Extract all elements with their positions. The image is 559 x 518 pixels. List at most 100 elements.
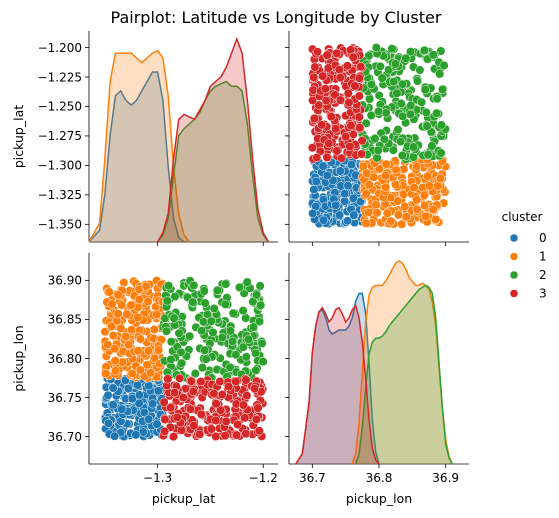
point-cluster-2 — [396, 136, 406, 147]
point-cluster-1 — [126, 300, 136, 310]
point-cluster-3 — [324, 138, 334, 149]
point-cluster-3 — [159, 397, 169, 407]
y-tick-label: −1.350 — [38, 218, 82, 232]
point-cluster-0 — [103, 390, 113, 400]
point-cluster-3 — [344, 97, 354, 108]
point-cluster-2 — [437, 84, 448, 94]
point-cluster-3 — [253, 403, 263, 413]
point-cluster-0 — [117, 404, 127, 414]
point-cluster-3 — [221, 416, 231, 426]
point-cluster-2 — [390, 59, 401, 69]
point-cluster-0 — [308, 208, 318, 218]
point-cluster-2 — [396, 98, 406, 109]
point-cluster-1 — [420, 200, 430, 211]
point-cluster-3 — [163, 374, 173, 384]
point-cluster-3 — [224, 382, 234, 392]
point-cluster-2 — [176, 347, 186, 357]
point-cluster-1 — [393, 210, 404, 220]
point-cluster-1 — [107, 299, 117, 309]
point-cluster-3 — [332, 48, 342, 58]
x-tick-label: 36.7 — [299, 471, 326, 485]
point-cluster-2 — [371, 43, 381, 53]
point-cluster-1 — [412, 195, 422, 205]
point-cluster-2 — [248, 322, 259, 332]
panel-pickup_lon-vs-pickup_lat: 36.70 36.75 36.80 36.85 36.90 −1.3 −1.2 — [48, 253, 278, 485]
point-cluster-2 — [258, 357, 268, 367]
point-cluster-2 — [174, 328, 184, 338]
point-cluster-1 — [116, 323, 126, 333]
point-cluster-2 — [199, 286, 209, 296]
point-cluster-1 — [113, 309, 123, 319]
point-cluster-2 — [197, 363, 207, 373]
point-cluster-2 — [251, 365, 261, 375]
point-cluster-2 — [257, 338, 267, 348]
point-cluster-2 — [372, 153, 382, 163]
chart-title: Pairplot: Latitude vs Longitude by Clust… — [111, 8, 442, 27]
point-cluster-3 — [322, 152, 332, 162]
point-cluster-1 — [361, 218, 371, 228]
point-cluster-3 — [186, 376, 196, 386]
point-cluster-2 — [436, 120, 446, 130]
point-cluster-3 — [160, 414, 170, 425]
point-cluster-0 — [311, 176, 321, 187]
point-cluster-0 — [334, 210, 345, 220]
point-cluster-2 — [176, 358, 187, 368]
y-tick-label: −1.325 — [38, 188, 82, 202]
point-cluster-0 — [340, 189, 350, 199]
point-cluster-0 — [153, 386, 163, 396]
kde-fill-cluster-0 — [295, 293, 379, 464]
point-cluster-3 — [209, 389, 219, 399]
point-cluster-1 — [145, 368, 156, 378]
point-cluster-1 — [381, 182, 391, 192]
y-tick-label: −1.250 — [38, 100, 82, 114]
point-cluster-2 — [408, 152, 418, 162]
point-cluster-2 — [373, 145, 383, 155]
kde-fill-cluster-0 — [89, 72, 184, 242]
point-cluster-3 — [211, 399, 221, 409]
point-cluster-3 — [354, 91, 364, 101]
point-cluster-3 — [309, 113, 319, 123]
point-cluster-2 — [188, 297, 198, 307]
point-cluster-0 — [319, 215, 329, 225]
legend-title: cluster — [502, 210, 543, 224]
point-cluster-1 — [133, 346, 143, 356]
point-cluster-1 — [149, 324, 159, 335]
point-cluster-2 — [379, 134, 389, 144]
point-cluster-1 — [154, 345, 164, 355]
point-cluster-3 — [308, 95, 318, 105]
kde-fill-cluster-3 — [157, 39, 269, 242]
point-cluster-1 — [369, 172, 379, 182]
point-cluster-2 — [392, 88, 402, 98]
point-cluster-3 — [189, 421, 199, 431]
point-cluster-3 — [355, 123, 365, 133]
point-cluster-3 — [357, 149, 367, 159]
point-cluster-3 — [350, 81, 360, 91]
point-cluster-1 — [362, 168, 372, 178]
point-cluster-0 — [152, 419, 162, 429]
point-cluster-2 — [398, 111, 408, 121]
point-cluster-2 — [405, 47, 416, 57]
panel-pickup_lat-vs-pickup_lon — [285, 31, 469, 246]
point-cluster-2 — [200, 345, 210, 355]
point-cluster-2 — [162, 296, 172, 306]
point-cluster-3 — [335, 95, 345, 105]
point-cluster-0 — [349, 210, 359, 220]
point-cluster-3 — [242, 391, 252, 401]
point-cluster-1 — [101, 369, 111, 379]
point-cluster-3 — [217, 389, 227, 400]
point-cluster-3 — [172, 412, 182, 422]
legend-marker-0 — [509, 233, 519, 243]
point-cluster-3 — [185, 404, 195, 414]
point-cluster-1 — [397, 219, 407, 229]
point-cluster-2 — [164, 281, 174, 291]
x-tick-label: 36.9 — [432, 471, 459, 485]
point-cluster-3 — [178, 393, 188, 403]
point-cluster-3 — [240, 413, 250, 423]
point-cluster-2 — [166, 354, 176, 364]
point-cluster-3 — [312, 152, 322, 163]
point-cluster-1 — [433, 181, 443, 191]
point-cluster-1 — [391, 180, 401, 190]
point-cluster-2 — [242, 277, 252, 287]
kde-line-cluster-3 — [295, 304, 380, 465]
point-cluster-1 — [423, 171, 433, 181]
